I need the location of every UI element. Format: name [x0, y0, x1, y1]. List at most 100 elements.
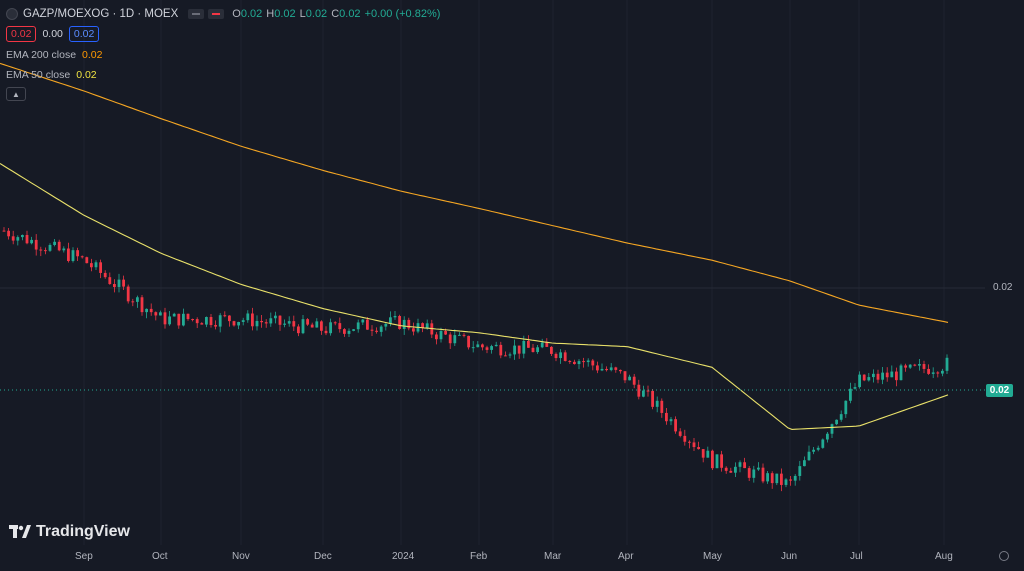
candle: [697, 441, 700, 450]
chevron-up-icon: ▲: [12, 89, 20, 99]
candle: [71, 247, 75, 263]
candle: [324, 326, 328, 336]
brand-name: TradingView: [36, 523, 130, 540]
candle: [927, 364, 930, 375]
candle: [435, 332, 438, 345]
sell-price-button[interactable]: 0.02: [6, 26, 37, 42]
candle: [375, 327, 378, 334]
candle: [159, 310, 162, 316]
candle: [186, 313, 190, 321]
candle: [849, 382, 852, 404]
candle: [536, 344, 539, 354]
candle: [761, 463, 765, 484]
candle: [642, 385, 645, 398]
candle: [876, 369, 880, 384]
candle: [798, 460, 802, 481]
candle: [922, 360, 926, 374]
candle: [724, 466, 728, 474]
candle: [743, 457, 746, 469]
price-axis-label: 0.02: [993, 282, 1013, 293]
close-label: C: [331, 8, 340, 20]
tradingview-logo[interactable]: TradingView: [9, 523, 130, 541]
symbol-title[interactable]: GAZP/MOEXOG · 1D · MOEX: [23, 8, 179, 20]
low-value: 0.02: [305, 8, 328, 20]
candle: [600, 363, 604, 372]
collapse-legend-button[interactable]: ▲: [6, 87, 26, 101]
candle: [678, 428, 682, 438]
candle: [835, 419, 838, 426]
candle: [770, 471, 774, 489]
candle: [734, 462, 737, 478]
time-axis-label: 2024: [392, 551, 415, 562]
candle: [393, 311, 397, 320]
candle: [356, 319, 360, 333]
grid: [0, 0, 985, 545]
candle: [936, 371, 940, 378]
candle: [784, 478, 788, 488]
candle: [200, 322, 204, 325]
candle: [260, 314, 263, 328]
candle: [568, 360, 572, 364]
time-axis-label: Oct: [152, 551, 168, 562]
candle: [945, 354, 949, 375]
candle: [747, 466, 751, 481]
candle: [918, 359, 921, 371]
candle: [858, 371, 861, 389]
candle: [448, 332, 452, 349]
candle: [821, 438, 825, 449]
candle: [596, 361, 599, 374]
candle: [25, 230, 29, 245]
candle: [688, 440, 691, 449]
candle: [366, 317, 369, 330]
candle: [890, 365, 894, 378]
candle: [131, 298, 135, 307]
candle: [458, 332, 461, 336]
indicator-ema-200[interactable]: EMA 200 close 0.02: [6, 47, 440, 63]
candle: [154, 311, 158, 321]
candle: [384, 322, 388, 331]
candle: [205, 316, 208, 328]
alert-icon[interactable]: [208, 9, 225, 19]
candle: [471, 341, 475, 353]
candle: [499, 341, 503, 359]
candle: [117, 273, 121, 293]
low-label: L: [299, 8, 306, 20]
candle: [513, 339, 516, 360]
time-axis-label: Jun: [781, 551, 798, 562]
candle: [674, 416, 677, 434]
symbol-logo-icon: [6, 8, 18, 20]
candle: [577, 359, 581, 370]
candle: [775, 473, 779, 486]
candle: [467, 335, 470, 350]
candle: [113, 279, 116, 293]
candle: [540, 338, 544, 349]
candle: [738, 460, 742, 473]
settings-icon[interactable]: [999, 551, 1009, 561]
candle: [757, 462, 760, 471]
open-value: 0.02: [240, 8, 263, 20]
candle: [683, 429, 687, 446]
candle: [126, 284, 130, 304]
candle: [605, 366, 608, 372]
candle: [122, 275, 125, 291]
time-axis-label: May: [703, 551, 722, 562]
candle: [398, 314, 401, 330]
candle: [103, 270, 107, 279]
hide-icon[interactable]: [188, 9, 205, 19]
candle: [780, 468, 783, 492]
candle: [582, 357, 585, 368]
candle: [264, 319, 268, 328]
candle: [669, 417, 673, 426]
candle: [48, 243, 52, 252]
candle: [885, 367, 889, 382]
candle: [149, 303, 153, 316]
indicator-ema-50[interactable]: EMA 50 close 0.02: [6, 67, 440, 83]
candle: [99, 259, 102, 279]
candle: [306, 318, 309, 326]
indicator-name: EMA 200 close: [6, 49, 77, 61]
buy-price-button[interactable]: 0.02: [68, 26, 100, 42]
indicator-name: EMA 50 close: [6, 69, 71, 81]
candle: [931, 367, 935, 379]
candle: [586, 358, 590, 367]
